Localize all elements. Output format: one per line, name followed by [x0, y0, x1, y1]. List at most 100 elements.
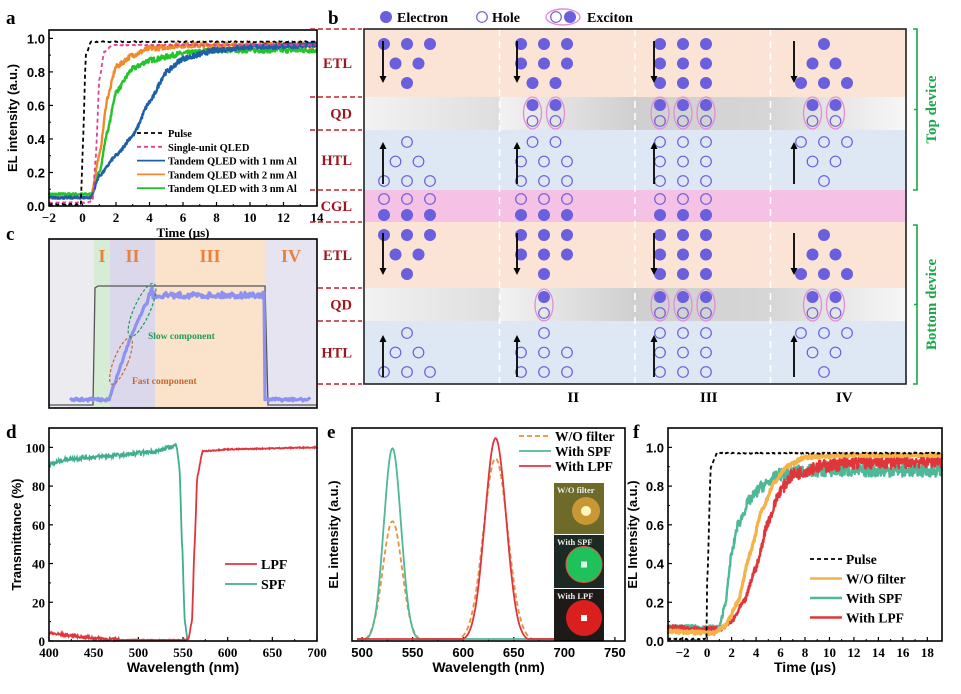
annotation-slow-component: Slow component: [148, 332, 216, 342]
inset-label: W/O filter: [557, 485, 595, 495]
y-tick-label: 0.0: [646, 634, 664, 649]
electron-icon: [677, 209, 689, 221]
electron-icon: [424, 38, 436, 50]
hole-icon: [401, 366, 413, 378]
x-tick-label: 8: [213, 210, 220, 225]
hole-icon: [561, 346, 573, 359]
hole-icon: [424, 366, 436, 378]
legend-label: With SPF: [846, 591, 902, 606]
hole-icon: [401, 327, 413, 339]
electron-icon: [389, 248, 402, 261]
hole-icon: [538, 307, 550, 319]
hole-icon: [700, 307, 712, 319]
y-tick-label: 0.2: [27, 165, 45, 180]
electron-icon: [829, 57, 842, 70]
y-tick-label: 60: [32, 518, 45, 533]
hole-icon: [700, 366, 712, 378]
electron-icon: [424, 229, 436, 241]
hole-icon: [700, 175, 712, 187]
hole-icon: [654, 136, 666, 148]
x-tick-label: 0: [79, 210, 86, 225]
layer-label-htl: HTL: [321, 346, 352, 362]
hole-icon: [818, 327, 830, 339]
panel-label-c: c: [6, 224, 14, 245]
electron-icon: [380, 11, 392, 23]
electron-icon: [818, 38, 830, 50]
y-tick-label: 100: [26, 440, 46, 455]
y-tick-label: 80: [32, 479, 45, 494]
legend-label: Single-unit QLED: [168, 143, 250, 154]
inset-glow-center: [581, 615, 587, 621]
electron-icon: [806, 291, 819, 303]
x-tick-label: 400: [39, 645, 59, 660]
layer-band-qd: [499, 97, 636, 130]
series-line-spf: [48, 442, 189, 641]
electron-icon: [700, 57, 712, 70]
hole-icon: [654, 307, 666, 319]
electron-icon: [654, 99, 666, 111]
x-tick-label: 4: [146, 210, 153, 225]
hole-icon: [654, 193, 666, 205]
hole-icon: [806, 346, 819, 359]
legend-label: With LPF: [846, 611, 904, 626]
stage-label: IV: [836, 390, 853, 406]
arrow-up-icon: [379, 142, 387, 149]
series-line-with-lpf: [357, 437, 565, 640]
electron-icon: [526, 99, 539, 111]
hole-icon: [829, 307, 842, 319]
exciton-ring-icon: [534, 288, 554, 322]
panel-d-chart: 400 450 500 550 600 650 700 0 20 40 60 80 100 Wavelen…: [9, 427, 327, 675]
exciton-ring-icon: [650, 96, 670, 130]
region-band: [94, 239, 110, 408]
hole-icon: [677, 346, 689, 359]
hole-icon: [841, 136, 853, 148]
arrow-down-icon: [790, 268, 798, 275]
y-tick-label: 0: [39, 634, 46, 649]
electron-icon: [561, 229, 573, 241]
electron-icon: [654, 57, 666, 70]
x-tick-label: 12: [847, 645, 860, 660]
arrow-up-icon: [513, 335, 521, 342]
hole-icon: [677, 366, 689, 378]
plot-frame: [48, 427, 318, 642]
legend-label: SPF: [261, 578, 286, 593]
electron-icon: [806, 57, 819, 70]
electron-icon: [378, 209, 390, 221]
x-tick-label: 450: [84, 645, 104, 660]
electron-icon: [549, 99, 562, 111]
electron-icon: [806, 248, 819, 261]
device-bracket: [913, 224, 918, 385]
legend-label: W/O filter: [555, 429, 615, 444]
electron-icon: [677, 268, 689, 280]
hole-icon: [700, 115, 712, 127]
hole-icon: [806, 115, 819, 127]
electron-icon: [677, 77, 689, 89]
device-label: Bottom device: [924, 259, 940, 351]
exciton-ring-icon: [696, 96, 716, 130]
y-tick-label: 0.6: [646, 518, 664, 533]
hole-icon: [526, 115, 539, 127]
x-tick-label: −2: [42, 210, 56, 225]
electron-icon: [795, 77, 807, 89]
electron-icon: [818, 229, 830, 241]
slow-component-ellipse: [127, 282, 157, 338]
legend-label: With LPF: [555, 459, 613, 474]
electron-icon: [677, 229, 689, 241]
electron-icon: [401, 38, 413, 50]
hole-icon: [424, 175, 436, 187]
hole-icon: [654, 327, 666, 339]
device-label: Top device: [924, 75, 940, 144]
x-tick-label: 10: [244, 210, 257, 225]
x-tick-label: 2: [728, 645, 735, 660]
hole-icon: [538, 175, 550, 187]
y-tick-label: 40: [32, 557, 45, 572]
layer-label-etl: ETL: [323, 248, 352, 264]
hole-icon: [700, 327, 712, 339]
hole-icon: [677, 155, 689, 168]
electron-icon: [378, 229, 390, 241]
series-line-with-lpf: [666, 453, 944, 633]
electron-icon: [515, 248, 527, 261]
hole-icon: [401, 136, 413, 148]
